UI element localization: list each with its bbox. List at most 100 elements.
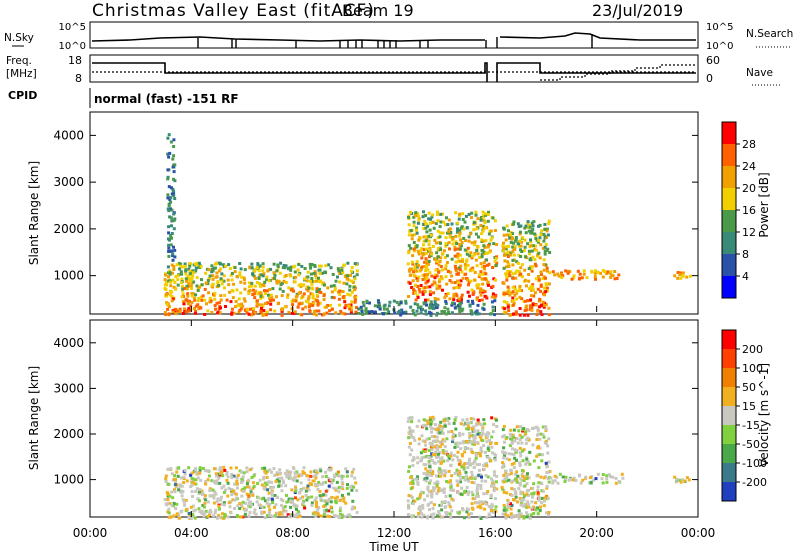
echo-cell: [262, 505, 266, 509]
echo-cell: [540, 229, 544, 233]
echo-cell: [517, 487, 521, 491]
echo-cell: [464, 470, 468, 474]
echo-cell: [190, 476, 194, 480]
echo-cell: [462, 227, 466, 231]
echo-cell: [457, 307, 461, 311]
echo-cell: [536, 426, 540, 430]
echo-cell: [222, 515, 226, 519]
echo-cell: [357, 311, 361, 315]
echo-cell: [446, 307, 450, 311]
echo-cell: [484, 272, 488, 276]
echo-cell: [424, 467, 428, 471]
echo-cell: [225, 472, 229, 476]
echo-cell: [523, 245, 527, 249]
echo-cell: [432, 307, 436, 311]
echo-cell: [412, 436, 416, 440]
echo-cell: [601, 481, 605, 485]
echo-cell: [430, 215, 434, 219]
echo-cell: [317, 276, 320, 280]
echo-cell: [318, 494, 322, 498]
echo-cell: [428, 481, 431, 485]
echo-cell: [210, 479, 214, 483]
echo-cell: [254, 512, 258, 516]
echo-cell: [279, 283, 283, 287]
echo-cell: [452, 293, 456, 296]
echo-cell: [444, 242, 448, 246]
echo-cell: [451, 437, 455, 441]
echo-cell: [340, 485, 344, 489]
echo-cell: [282, 509, 286, 513]
echo-cell: [266, 498, 270, 502]
echo-cell: [413, 313, 417, 317]
echo-cell: [258, 282, 261, 285]
echo-cell: [490, 236, 494, 240]
echo-cell: [525, 477, 529, 480]
echo-cell: [316, 511, 320, 515]
echo-cell: [187, 515, 191, 519]
echo-cell: [467, 460, 471, 463]
echo-cell: [204, 271, 208, 275]
echo-cell: [249, 492, 253, 496]
echo-cell: [423, 273, 427, 277]
echo-cell: [521, 449, 524, 453]
echo-cell: [280, 476, 284, 480]
colorbar-segment: [722, 232, 736, 255]
echo-cell: [609, 276, 613, 279]
echo-cell: [436, 431, 440, 435]
echo-cell: [481, 210, 485, 214]
echo-cell: [411, 478, 415, 482]
echo-cell: [170, 219, 174, 223]
echo-cell: [293, 471, 297, 475]
echo-cell: [166, 207, 170, 211]
echo-cell: [442, 311, 446, 315]
echo-cell: [441, 212, 444, 216]
echo-cell: [347, 304, 351, 308]
echo-cell: [411, 479, 415, 483]
echo-cell: [537, 466, 541, 470]
echo-cell: [471, 425, 475, 429]
echo-cell: [536, 309, 540, 313]
echo-cell: [483, 213, 487, 217]
echo-cell: [283, 471, 287, 475]
echo-cell: [436, 229, 440, 233]
echo-cell: [539, 289, 543, 293]
echo-cell: [482, 226, 486, 230]
echo-cell: [192, 509, 196, 513]
echo-cell: [248, 468, 252, 472]
echo-cell: [233, 492, 236, 495]
echo-cell: [512, 301, 516, 305]
echo-cell: [491, 305, 495, 309]
echo-cell: [260, 510, 263, 514]
echo-cell: [514, 238, 518, 242]
echo-cell: [261, 305, 265, 309]
echo-cell: [276, 302, 280, 306]
echo-cell: [433, 273, 437, 277]
echo-cell: [463, 450, 467, 454]
echo-cell: [198, 471, 202, 475]
echo-cell: [514, 472, 518, 476]
echo-cell: [361, 312, 365, 316]
echo-cell: [527, 503, 531, 507]
echo-cell: [504, 510, 508, 514]
echo-cell: [263, 466, 267, 470]
echo-cell: [279, 497, 283, 501]
echo-cell: [468, 434, 472, 438]
echo-cell: [416, 249, 420, 253]
echo-cell: [438, 445, 442, 449]
echo-cell: [222, 491, 226, 494]
echo-cell: [543, 496, 547, 500]
echo-cell: [543, 236, 547, 240]
echo-cell: [296, 268, 300, 272]
echo-cell: [580, 276, 584, 280]
echo-cell: [539, 501, 543, 505]
echo-cell: [168, 238, 171, 242]
echo-cell: [524, 432, 528, 436]
echo-cell: [167, 275, 170, 279]
echo-cell: [467, 479, 471, 483]
echo-cell: [506, 514, 510, 518]
echo-cell: [180, 281, 183, 285]
echo-cell: [614, 481, 618, 485]
echo-cell: [172, 268, 176, 271]
echo-cell: [311, 479, 315, 483]
